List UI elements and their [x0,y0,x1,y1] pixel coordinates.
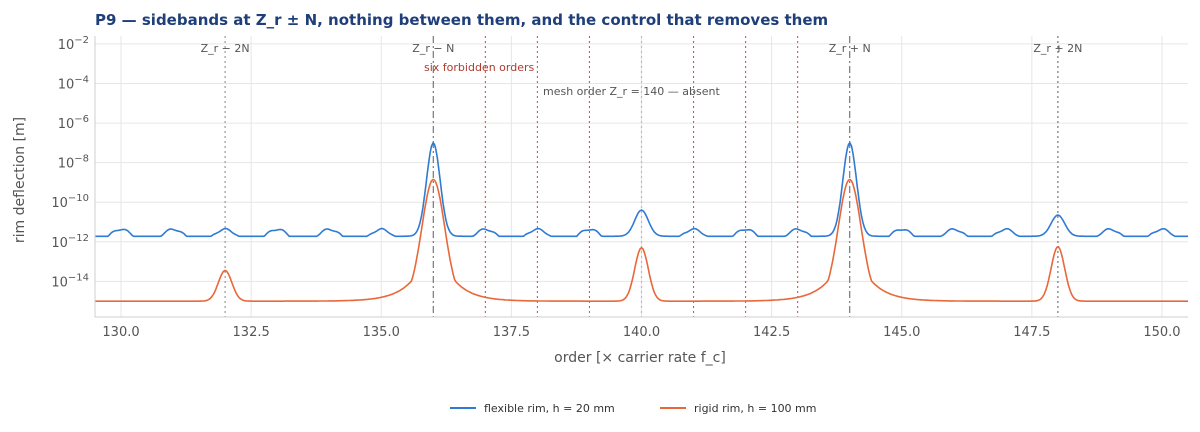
x-tick-label: 135.0 [363,325,400,340]
sideband-label: Z_r + N [829,42,871,55]
y-tick-label: 10−10 [51,193,89,211]
x-tick-label: 140.0 [623,325,660,340]
legend-label: rigid rim, h = 100 mm [694,402,817,415]
reference-lines: Z_r − 2N Z_r − N Z_r + N Z_r + 2N [201,36,1082,317]
y-tick-label: 10−2 [58,35,89,53]
x-tick-label: 130.0 [102,325,139,340]
chart-title: P9 — sidebands at Z_r ± N, nothing betwe… [95,11,828,29]
y-tick-label: 10−4 [58,74,89,92]
sideband-label: Z_r − N [412,42,454,55]
forbidden-orders-label: six forbidden orders [424,61,534,74]
x-tick-label: 132.5 [233,325,270,340]
y-tick-label: 10−12 [51,233,89,251]
y-tick-label: 10−8 [58,154,89,172]
y-tick-label: 10−6 [58,114,89,132]
x-tick-label: 150.0 [1143,325,1180,340]
mesh-order-label: mesh order Z_r = 140 — absent [543,85,720,98]
x-axis-label: order [× carrier rate f_c] [554,350,726,366]
x-tick-label: 137.5 [493,325,530,340]
legend-label: flexible rim, h = 20 mm [484,402,615,415]
x-tick-label: 147.5 [1013,325,1050,340]
sideband-label: Z_r − 2N [201,42,250,55]
x-tick-label: 145.0 [883,325,920,340]
series-lines [95,141,1188,303]
y-tick-label: 10−14 [51,272,89,290]
series-line-flexible-rim [95,141,1188,238]
y-axis-label: rim deflection [m] [12,117,28,243]
legend: flexible rim, h = 20 mm rigid rim, h = 10… [450,402,817,415]
sideband-label: Z_r + 2N [1033,42,1082,55]
axes: 10−14 10−12 10−10 10−8 10−6 10−4 10−2 130.0 132.… [51,35,1188,340]
series-line-rigid-rim [95,178,1188,303]
x-tick-label: 142.5 [753,325,790,340]
